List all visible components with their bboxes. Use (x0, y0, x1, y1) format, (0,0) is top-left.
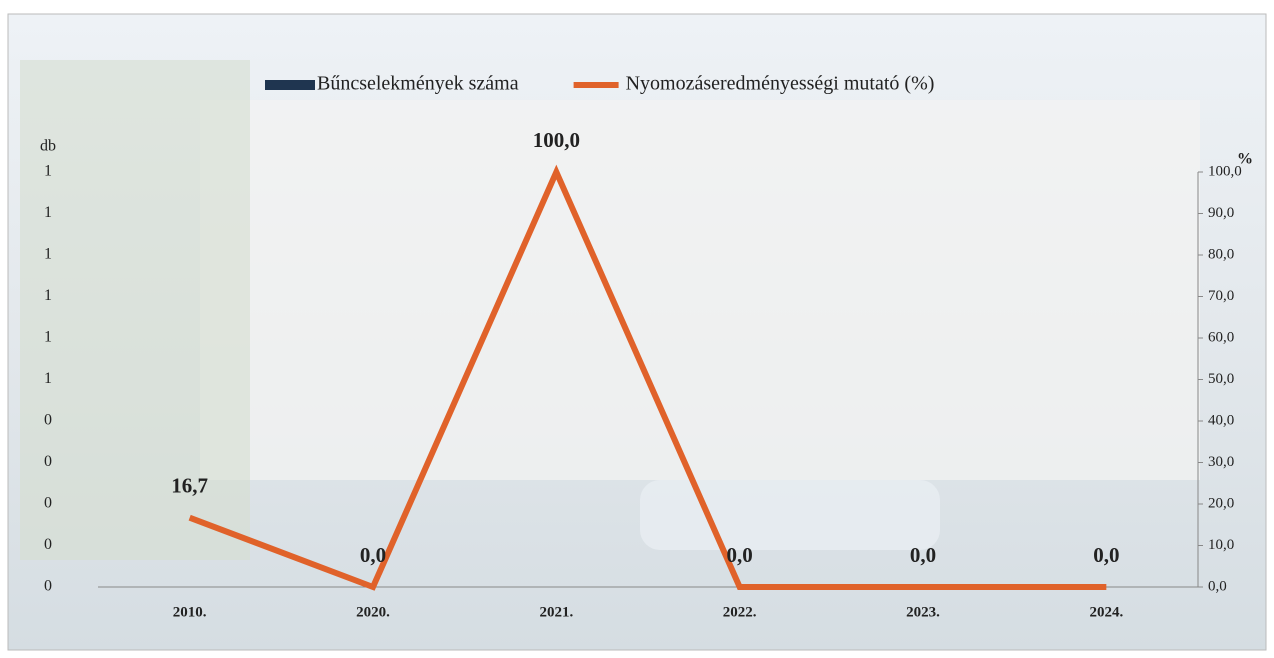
y-tick-label: 1 (44, 287, 52, 304)
y2-tick-label: 60,0 (1208, 329, 1234, 345)
legend-swatch (265, 80, 315, 90)
x-tick-label: 2022. (723, 604, 757, 620)
y2-tick-label: 20,0 (1208, 495, 1234, 511)
y-tick-label: 1 (44, 163, 52, 180)
y2-axis-title: % (1237, 151, 1253, 168)
x-tick-label: 2024. (1089, 604, 1123, 620)
x-tick-label: 2020. (356, 604, 390, 620)
y2-tick-label: 90,0 (1208, 205, 1234, 221)
legend-label: Bűncselekmények száma (317, 73, 519, 95)
y2-tick-label: 30,0 (1208, 454, 1234, 470)
y2-tick-label: 40,0 (1208, 412, 1234, 428)
y2-tick-label: 10,0 (1208, 537, 1234, 553)
y-axis-title: db (40, 138, 56, 155)
y-tick-label: 0 (44, 453, 52, 470)
y2-tick-label: 100,0 (1208, 163, 1242, 179)
y-tick-label: 1 (44, 246, 52, 263)
y-tick-label: 0 (44, 578, 52, 595)
tree (20, 60, 250, 560)
y-tick-label: 1 (44, 329, 52, 346)
y-tick-label: 0 (44, 495, 52, 512)
data-label: 0,0 (727, 543, 753, 567)
data-label: 16,7 (171, 474, 208, 498)
car (640, 480, 940, 550)
y2-tick-label: 80,0 (1208, 246, 1234, 262)
data-label: 100,0 (533, 128, 580, 152)
x-tick-label: 2010. (173, 604, 207, 620)
y-tick-label: 0 (44, 536, 52, 553)
data-label: 0,0 (360, 543, 386, 567)
data-label: 0,0 (910, 543, 936, 567)
y-tick-label: 1 (44, 204, 52, 221)
building (200, 100, 1200, 480)
legend-label: Nyomozáseredményességi mutató (%) (626, 73, 935, 95)
x-tick-label: 2021. (539, 604, 573, 620)
y-tick-label: 1 (44, 370, 52, 387)
data-label: 0,0 (1093, 543, 1119, 567)
y2-tick-label: 50,0 (1208, 371, 1234, 387)
y-tick-label: 0 (44, 412, 52, 429)
line (188, 164, 1107, 591)
y2-tick-label: 0,0 (1208, 578, 1227, 594)
x-tick-label: 2023. (906, 604, 940, 620)
y2-tick-label: 70,0 (1208, 288, 1234, 304)
